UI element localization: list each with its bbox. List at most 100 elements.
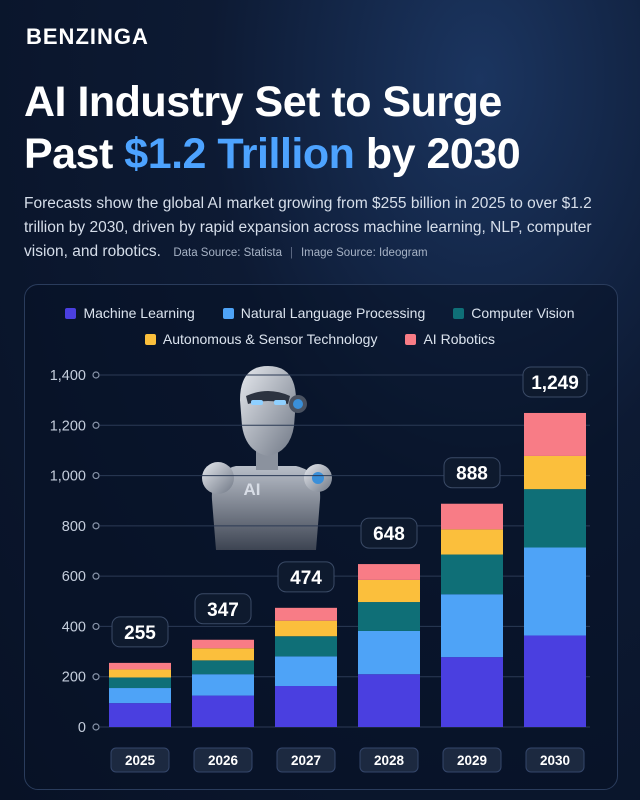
y-tick-label: 400 <box>62 619 86 635</box>
robot-icon <box>202 366 332 550</box>
y-tick-marker <box>92 421 100 429</box>
legend-label: AI Robotics <box>423 331 496 347</box>
legend-item-computer-vision: Computer Vision <box>453 305 575 321</box>
x-tick-label: 2028 <box>374 753 405 768</box>
bar-segment <box>441 657 503 727</box>
category-pill <box>359 747 419 773</box>
legend-row-1: Machine Learning Natural Language Proces… <box>24 300 616 326</box>
data-label-total: 474 <box>290 568 322 589</box>
bar-segment <box>524 412 586 456</box>
bar-segment <box>275 656 337 687</box>
x-tick-label: 2029 <box>457 753 487 768</box>
title-line-2-pre: Past <box>24 130 125 178</box>
total-label-pill <box>277 561 335 593</box>
subtitle: Forecasts show the global AI market grow… <box>24 192 620 265</box>
bar-segment <box>524 489 586 548</box>
bar-segment <box>109 677 171 689</box>
bar-segment <box>275 636 337 657</box>
bar-segment <box>109 703 171 727</box>
total-label-pill <box>194 593 252 625</box>
y-tick-label: 1,400 <box>50 368 86 384</box>
y-tick-marker <box>92 622 100 631</box>
x-tick-label: 2027 <box>291 753 321 768</box>
x-tick-label: 2030 <box>540 753 570 768</box>
bar-segment <box>524 455 586 490</box>
bar-segment <box>441 529 503 555</box>
bar-segment <box>192 648 254 661</box>
y-tick-label: 800 <box>62 519 86 535</box>
data-label-total: 648 <box>373 524 405 545</box>
y-tick-label: 0 <box>78 720 86 736</box>
legend-label: Autonomous & Sensor Technology <box>162 331 378 347</box>
y-tick-marker <box>92 471 100 480</box>
data-source: Data Source: Statista <box>173 247 282 259</box>
bar-segment <box>441 594 503 658</box>
title-line-1: AI Industry Set to Surge <box>24 78 502 126</box>
image-source: Image Source: Ideogram <box>300 247 428 259</box>
bar-segment <box>192 660 254 675</box>
brand-logo: BENZINGA <box>26 24 149 49</box>
y-tick-marker <box>92 572 100 580</box>
total-label-pill <box>360 517 418 549</box>
bar-segment <box>192 674 254 696</box>
legend-item-robotics: AI Robotics <box>405 331 495 347</box>
bar-segment <box>358 674 420 727</box>
bar-segment <box>192 639 254 649</box>
bar-segment <box>524 547 586 636</box>
bar-segment <box>358 579 420 603</box>
bar-segment <box>441 503 503 530</box>
total-label-pill <box>443 457 501 489</box>
bar-segment <box>358 630 420 675</box>
bar-segment <box>275 686 337 727</box>
bar-segment <box>441 554 503 595</box>
legend-label: Computer Vision <box>471 305 575 321</box>
bar-segment <box>109 662 171 670</box>
legend-swatch-robotics <box>405 333 417 345</box>
bar-segment <box>275 607 337 621</box>
bar-segment <box>275 620 337 637</box>
sources: Data Source: Statista | Image Source: Ideo… <box>173 247 427 259</box>
category-pill <box>110 747 170 773</box>
legend-item-autonomous: Autonomous & Sensor Technology <box>144 331 378 347</box>
page-title: AI Industry Set to Surge Past $1.2 Trill… <box>24 76 624 180</box>
bar-segment <box>358 564 420 580</box>
x-tick-label: 2026 <box>208 753 239 768</box>
total-label-pill <box>111 616 169 648</box>
data-label-total: 888 <box>456 464 488 485</box>
category-pill <box>276 747 336 773</box>
source-divider: | <box>289 247 293 259</box>
x-tick-label: 2025 <box>125 753 156 768</box>
y-tick-label: 1,000 <box>50 469 86 485</box>
bar-segment <box>109 669 171 678</box>
chart-legend: Machine Learning Natural Language Proces… <box>24 300 616 352</box>
title-line-2-post: by 2030 <box>354 130 521 178</box>
y-tick-label: 200 <box>62 670 86 686</box>
bar-segment <box>524 635 586 727</box>
bar-segment <box>192 695 254 727</box>
y-tick-marker <box>92 673 100 681</box>
total-label-pill <box>522 366 588 398</box>
category-pill <box>442 747 502 773</box>
category-pill <box>525 747 585 773</box>
legend-label: Natural Language Processing <box>240 305 426 321</box>
data-label-total: 347 <box>207 600 239 621</box>
legend-item-nlp: Natural Language Processing <box>222 305 426 321</box>
legend-row-2: Autonomous & Sensor Technology AI Roboti… <box>24 326 616 352</box>
subtitle-text: Forecasts show the global AI market grow… <box>24 195 592 260</box>
y-tick-marker <box>92 371 100 379</box>
y-tick-marker <box>92 522 100 530</box>
legend-swatch-nlp <box>222 307 234 319</box>
category-pill <box>193 747 253 773</box>
y-tick-label: 1,200 <box>50 418 86 434</box>
y-tick-marker <box>92 723 100 731</box>
data-label-total: 1,249 <box>531 373 579 394</box>
legend-label: Machine Learning <box>83 305 195 321</box>
data-label-total: 255 <box>124 623 156 644</box>
title-line-2-accent: $1.2 Trillion <box>124 130 355 178</box>
y-tick-label: 600 <box>62 569 86 585</box>
legend-swatch-autonomous <box>144 333 156 345</box>
robot-chest-label: AI <box>243 480 261 499</box>
legend-swatch-machine-learning <box>65 307 77 319</box>
legend-item-machine-learning: Machine Learning <box>65 305 195 321</box>
